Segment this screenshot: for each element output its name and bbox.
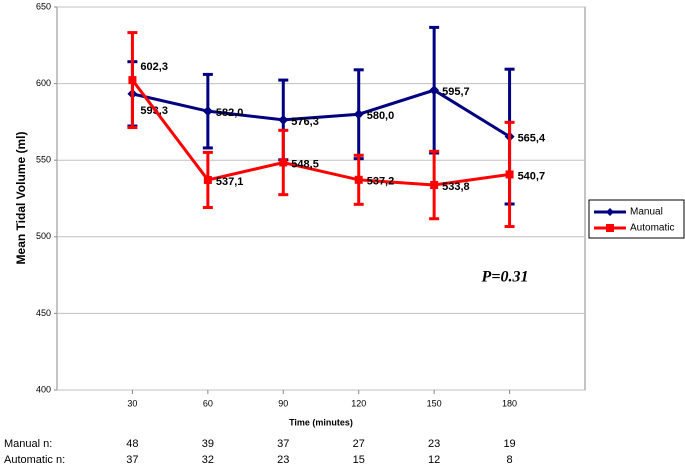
- legend-marker: [606, 224, 614, 232]
- series-line: [131, 79, 510, 187]
- marker: [128, 76, 137, 85]
- y-tick-label: 400: [36, 384, 51, 394]
- marker: [202, 106, 213, 117]
- value-label: 582,0: [216, 107, 244, 119]
- value-label: 602,3: [140, 61, 168, 73]
- legend-box: [588, 199, 685, 239]
- marker: [203, 175, 212, 184]
- y-tick-label: 500: [36, 231, 51, 241]
- value-label: 548,5: [291, 158, 319, 170]
- n-row-label: Automatic n:: [4, 454, 65, 466]
- x-tick-label: 90: [278, 398, 288, 408]
- marker: [505, 170, 514, 179]
- value-label: 595,7: [442, 86, 470, 98]
- n-value: 48: [126, 438, 138, 450]
- marker: [429, 85, 440, 96]
- y-tick-label: 550: [36, 155, 51, 165]
- marker: [278, 114, 289, 125]
- x-axis-label: Time (minutes): [289, 417, 353, 427]
- x-tick-label: 60: [203, 398, 213, 408]
- n-value: 23: [277, 454, 289, 466]
- n-row-label: Manual n:: [4, 438, 52, 450]
- plot-area: [56, 6, 586, 391]
- n-value: 12: [428, 454, 440, 466]
- value-label: 537,1: [216, 176, 244, 188]
- y-axis-label: Mean Tidal Volume (ml): [14, 132, 28, 265]
- n-value: 32: [202, 454, 214, 466]
- x-tick-label: 30: [127, 398, 137, 408]
- n-value: 15: [353, 454, 365, 466]
- y-tick-label: 650: [36, 1, 51, 11]
- legend-marker: [606, 208, 614, 216]
- y-tick-label: 450: [36, 308, 51, 318]
- value-label: 576,3: [291, 116, 319, 128]
- x-tick-label: 120: [351, 398, 366, 408]
- value-label: 533,8: [442, 181, 470, 193]
- value-label: 540,7: [518, 170, 546, 182]
- n-value: 37: [277, 438, 289, 450]
- marker: [353, 109, 364, 120]
- marker: [279, 158, 288, 167]
- n-value: 19: [503, 438, 515, 450]
- annotation: P=0.31: [481, 269, 529, 286]
- marker: [430, 181, 439, 190]
- n-value: 27: [353, 438, 365, 450]
- n-value: 23: [428, 438, 440, 450]
- value-label: 565,4: [518, 133, 546, 145]
- marker: [354, 175, 363, 184]
- x-tick-label: 150: [427, 398, 442, 408]
- legend-label: Automatic: [630, 223, 674, 234]
- n-value: 8: [507, 454, 513, 466]
- x-tick-label: 180: [502, 398, 517, 408]
- series-line: [132, 88, 511, 138]
- n-value: 37: [126, 454, 138, 466]
- value-label: 580,0: [367, 110, 395, 122]
- value-label: 537,2: [367, 176, 395, 188]
- y-tick-label: 600: [36, 78, 51, 88]
- legend-label: Manual: [630, 207, 663, 218]
- n-value: 39: [202, 438, 214, 450]
